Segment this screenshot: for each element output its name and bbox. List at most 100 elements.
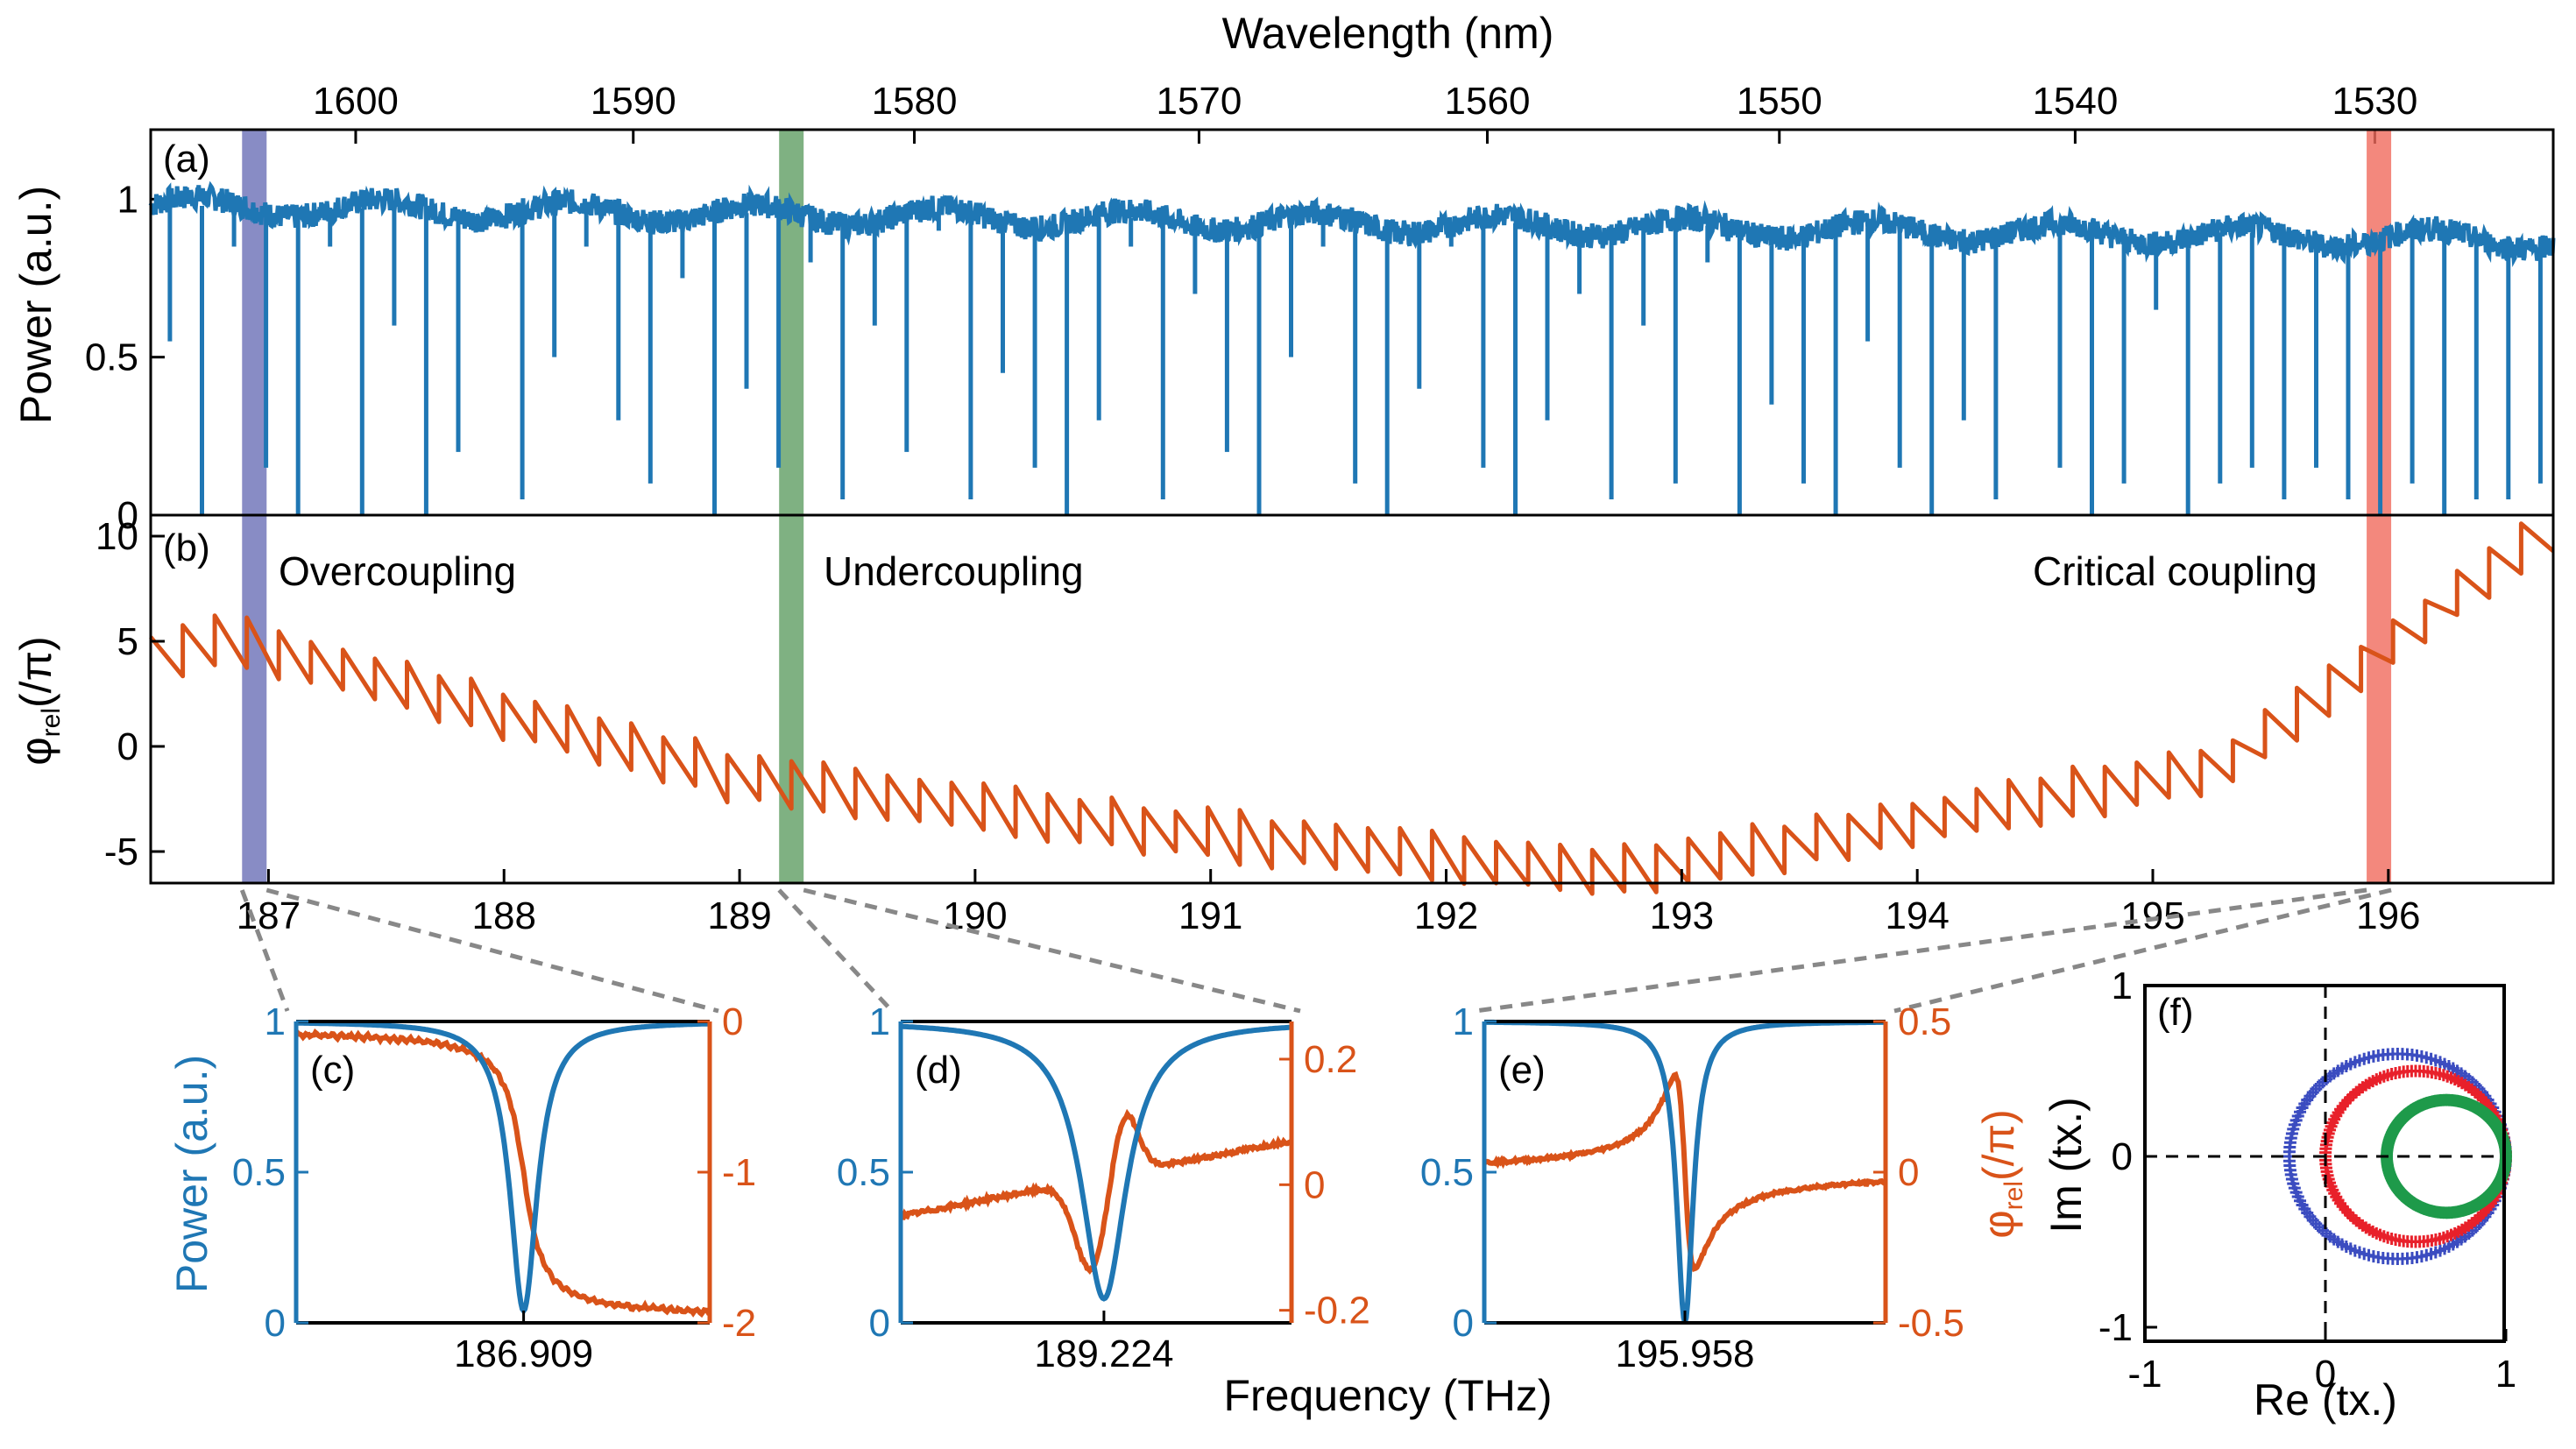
inset-phase-curve (294, 1028, 711, 1318)
insets: 0 0.5 1 -2 -1 0 186.909 (c) 0 0.5 1 -0.2 0 0.2 189.224… (167, 1000, 2028, 1375)
connector-right (1893, 887, 2392, 1014)
inset-left-tick-label: 0.5 (837, 1151, 890, 1194)
inset-left-tick-label: 0.5 (1420, 1151, 1474, 1194)
panel-f-label: (f) (2157, 991, 2194, 1034)
frequency-tick-label: 187 (237, 894, 301, 937)
frequency-tick-label: 194 (1885, 894, 1949, 937)
inset-left-tick-label: 0.5 (232, 1151, 286, 1194)
inset-right-tick-label: 0 (1304, 1163, 1325, 1206)
panel-b-ytick-label: -5 (104, 831, 138, 873)
phase-symbol: φ (11, 737, 60, 765)
inset-right-tick-label: -2 (722, 1302, 756, 1345)
inset-left-tick-label: 0 (1453, 1302, 1474, 1345)
band-undercoupling-b (779, 515, 804, 883)
frequency-ticks: 187 188 189 190 191 192 193 194 195 196 (237, 869, 2421, 937)
panel-b-ytick-label: 0 (117, 725, 138, 768)
wavelength-axis-title: Wavelength (nm) (1222, 9, 1554, 58)
phase-unit: (/π) (11, 636, 60, 708)
panel-b-y-ticks: -5 0 5 10 (96, 515, 165, 873)
panel-a-frame (149, 128, 2555, 517)
inset-phase-unit: (/π) (1974, 1109, 2023, 1181)
inset-d: 0 0.5 1 -0.2 0 0.2 189.224 (d) (837, 1000, 1370, 1375)
zoom-connectors (239, 887, 2392, 1014)
panel-a-y-ticks: 00.51 (85, 178, 165, 537)
f-ytick-label: 0 (2112, 1135, 2133, 1178)
inset-phase-symbol: φ (1974, 1210, 2023, 1238)
panel-a-ytick-label: 1 (117, 178, 138, 221)
panel-f-ylabel: Im (tx.) (2042, 1097, 2091, 1233)
frequency-tick-label: 191 (1178, 894, 1242, 937)
inset-left-tick-label: 1 (869, 1000, 890, 1043)
wavelength-tick-label: 1590 (591, 80, 676, 123)
inset-panel-label: (c) (310, 1049, 355, 1092)
inset-left-tick-label: 0 (869, 1302, 890, 1345)
f-xtick-label: -1 (2127, 1353, 2162, 1396)
inset-right-tick-label: 0 (722, 1000, 743, 1043)
wavelength-tick-label: 1600 (313, 80, 399, 123)
frequency-tick-label: 196 (2356, 894, 2420, 937)
panel-b-frame (149, 513, 2555, 885)
wavelength-tick-label: 1580 (872, 80, 958, 123)
inset-center-label: 186.909 (454, 1332, 593, 1375)
panel-f-ticks: -1-1 0 0 1 1 (2098, 965, 2516, 1396)
frequency-axis-title: Frequency (THz) (1223, 1371, 1552, 1420)
inset-right-tick-label: -0.5 (1898, 1302, 1964, 1345)
inset-phase-ylabel: φrel(/π) (1974, 1109, 2028, 1238)
band-undercoupling-a (779, 130, 804, 515)
band-critical-b (2367, 515, 2392, 883)
inset-right-tick-label: 0 (1898, 1151, 1919, 1194)
panel-f: -1-1 0 0 1 1 (f) Re (tx.) Im (tx.) (2042, 965, 2516, 1424)
frequency-tick-label: 189 (707, 894, 771, 937)
inset-phase-curve (1482, 1071, 1886, 1272)
band-overcoupling-b (242, 515, 267, 883)
inset-left-tick-label: 0 (265, 1302, 286, 1345)
wavelength-tick-label: 1550 (1737, 80, 1822, 123)
connector-left (777, 888, 894, 1013)
frequency-tick-label: 193 (1650, 894, 1714, 937)
panel-a-ylabel: Power (a.u.) (11, 186, 60, 424)
panel-a-ytick-label: 0.5 (85, 336, 138, 379)
panel-b-ytick-label: 5 (117, 620, 138, 663)
panel-b-ylabel: φrel(/π) (11, 636, 66, 765)
connector-right (265, 887, 719, 1014)
wavelength-tick-label: 1570 (1156, 80, 1242, 123)
wavelength-ticks: 1600 1590 1580 1570 1560 1550 1540 1530 (313, 80, 2417, 144)
inset-power-curve (900, 1023, 1292, 1302)
undercoupling-label: Undercoupling (824, 548, 1084, 594)
inset-left-tick-label: 1 (265, 1000, 286, 1043)
f-ytick-label: -1 (2098, 1306, 2133, 1349)
inset-c: 0 0.5 1 -2 -1 0 186.909 (c) (232, 1000, 756, 1375)
inset-phase-curve (899, 1108, 1294, 1275)
inset-power-ylabel: Power (a.u.) (167, 1055, 216, 1293)
wavelength-tick-label: 1560 (1445, 80, 1531, 123)
f-ytick-label: 1 (2112, 965, 2133, 1007)
panel-a: Wavelength (nm) 1600 1590 1580 1570 1560 1550… (11, 9, 2556, 537)
phase-subscript: rel (37, 708, 66, 737)
panel-a-ytick-label: 0 (117, 494, 138, 537)
overcoupling-label: Overcoupling (279, 548, 516, 594)
panel-a-label: (a) (163, 138, 210, 180)
inset-center-label: 195.958 (1615, 1332, 1754, 1375)
panel-f-xlabel: Re (tx.) (2254, 1375, 2397, 1424)
wavelength-tick-label: 1530 (2332, 80, 2417, 123)
connector-left (1475, 887, 2367, 1014)
power-trace (148, 180, 2556, 515)
inset-power-curve (295, 1020, 710, 1316)
connector-right (803, 887, 1301, 1014)
f-xtick-label: 0 (2315, 1353, 2336, 1396)
f-xtick-label: 1 (2495, 1353, 2516, 1396)
inset-phase-subscript: rel (1999, 1181, 2028, 1210)
inset-right-tick-label: 0.5 (1898, 1000, 1951, 1043)
inset-right-tick-label: 0.2 (1304, 1038, 1357, 1081)
inset-right-tick-label: -1 (722, 1151, 756, 1194)
inset-panel-label: (e) (1498, 1049, 1546, 1092)
panel-b-label: (b) (163, 527, 210, 569)
critical-coupling-label: Critical coupling (2033, 548, 2318, 594)
frequency-tick-label: 192 (1414, 894, 1478, 937)
inset-left-tick-label: 1 (1453, 1000, 1474, 1043)
band-overcoupling-a (242, 130, 267, 515)
frequency-tick-label: 188 (472, 894, 536, 937)
inset-e: 0 0.5 1 -0.5 0 0.5 195.958 (e) (1420, 1000, 1964, 1375)
